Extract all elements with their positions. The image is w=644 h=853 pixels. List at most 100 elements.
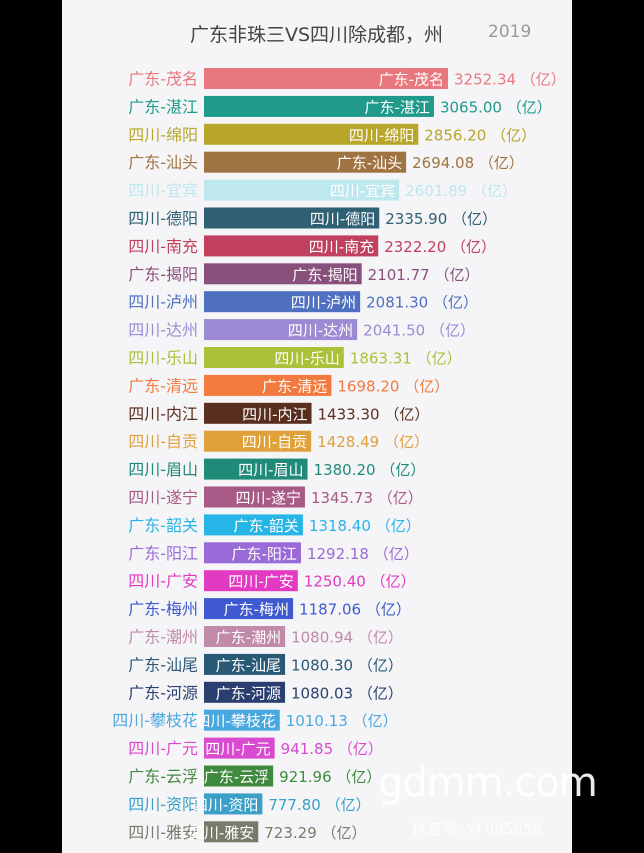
value-label: 1698.20 （亿） [337, 377, 449, 395]
bar-inner-label: 广东-潮州 [216, 629, 281, 647]
bar [204, 95, 434, 117]
bar-inner-label: 四川-宜宾 [330, 182, 395, 200]
bar-inner-label: 四川-资阳 [193, 796, 258, 814]
bar [204, 737, 275, 759]
bar [204, 709, 280, 731]
category-label: 广东-韶关 [128, 516, 198, 535]
bar [204, 681, 286, 703]
category-label: 四川-泸州 [128, 293, 198, 312]
bar-inner-label: 四川-内江 [242, 405, 307, 423]
category-label: 四川-南充 [128, 237, 198, 256]
category-label: 广东-茂名 [128, 70, 198, 89]
bar-inner-label: 四川-雅安 [189, 824, 254, 842]
year-label: 2019 [488, 22, 532, 42]
value-label: 2856.20 （亿） [424, 126, 536, 144]
bar [204, 123, 419, 145]
value-label: 1318.40 （亿） [309, 517, 421, 535]
value-label: 2335.90 （亿） [385, 210, 497, 228]
bar [204, 263, 362, 285]
value-label: 1250.40 （亿） [304, 573, 416, 591]
bar [204, 347, 344, 368]
category-label: 广东-梅州 [128, 600, 198, 619]
bar [204, 626, 286, 647]
category-label: 四川-资阳 [128, 795, 198, 814]
bar-inner-label: 四川-达州 [288, 322, 353, 340]
bar-inner-label: 广东-揭阳 [292, 266, 357, 284]
bar [204, 486, 305, 508]
bar [204, 514, 303, 536]
bar-inner-label: 广东-阳江 [232, 545, 297, 563]
value-label: 2081.30 （亿） [366, 294, 478, 312]
value-label: 777.80 （亿） [268, 796, 370, 814]
category-label: 四川-达州 [128, 321, 198, 340]
bar-inner-label: 四川-绵阳 [349, 126, 414, 144]
category-label: 广东-潮州 [128, 628, 198, 647]
bar-inner-label: 广东-汕头 [337, 154, 402, 172]
bar [204, 235, 379, 257]
value-label: 2322.20 （亿） [384, 238, 496, 256]
category-label: 广东-河源 [128, 683, 198, 702]
bar-inner-label: 四川-攀枝花 [195, 712, 275, 730]
value-label: 2601.89 （亿） [405, 182, 517, 200]
value-label: 1428.49 （亿） [317, 433, 429, 451]
value-label: 1380.20 （亿） [314, 461, 426, 479]
bar-inner-label: 广东-云浮 [204, 768, 269, 786]
category-label: 四川-德阳 [128, 209, 198, 228]
value-label: 1080.94 （亿） [291, 629, 403, 647]
bar-inner-label: 四川-泸州 [291, 294, 356, 312]
value-label: 921.96 （亿） [279, 768, 381, 786]
category-label: 四川-绵阳 [128, 125, 198, 144]
value-label: 1080.03 （亿） [291, 684, 403, 702]
bar [204, 207, 380, 229]
value-label: 2101.77 （亿） [368, 266, 480, 284]
category-label: 四川-内江 [128, 404, 198, 423]
value-label: 2694.08 （亿） [412, 154, 524, 172]
bar-inner-label: 广东-清远 [262, 377, 327, 395]
category-label: 广东-清远 [128, 376, 198, 395]
bar [204, 151, 407, 173]
value-label: 1292.18 （亿） [307, 545, 419, 563]
category-label: 四川-雅安 [128, 823, 198, 842]
category-label: 四川-广元 [128, 739, 198, 758]
bar-inner-label: 四川-遂宁 [236, 489, 301, 507]
value-label: 1863.31 （亿） [350, 350, 462, 368]
value-label: 1345.73 （亿） [311, 489, 423, 507]
category-label: 四川-宜宾 [128, 181, 198, 200]
bar [204, 179, 400, 201]
value-label: 3065.00 （亿） [440, 98, 552, 116]
bar-inner-label: 广东-湛江 [365, 98, 430, 116]
bar [204, 598, 294, 620]
bar-inner-label: 广东-河源 [216, 684, 281, 702]
bar-inner-label: 四川-广安 [228, 573, 293, 591]
category-label: 四川-攀枝花 [112, 711, 198, 730]
bar [204, 653, 286, 675]
bar-inner-label: 四川-南充 [309, 238, 374, 256]
category-label: 广东-阳江 [128, 544, 198, 563]
bar-inner-label: 四川-自贡 [242, 433, 307, 451]
value-label: 941.85 （亿） [281, 740, 383, 758]
bar-inner-label: 广东-茂名 [379, 71, 444, 89]
bar-inner-label: 广东-韶关 [233, 517, 298, 535]
category-label: 广东-云浮 [128, 767, 198, 786]
bar [204, 821, 259, 843]
value-label: 2041.50 （亿） [363, 322, 475, 340]
bar [204, 68, 448, 89]
category-label: 广东-湛江 [128, 97, 198, 116]
category-label: 广东-汕尾 [128, 655, 198, 674]
bar [204, 793, 263, 815]
value-label: 1433.30 （亿） [318, 405, 430, 423]
bar [204, 374, 332, 396]
value-label: 3252.34 （亿） [454, 71, 566, 89]
bar [204, 765, 274, 787]
category-label: 广东-揭阳 [128, 265, 198, 284]
bar [204, 458, 308, 480]
category-label: 四川-广安 [128, 572, 198, 591]
bar [204, 430, 312, 452]
category-label: 四川-眉山 [128, 460, 198, 479]
bar-inner-label: 四川-德阳 [310, 210, 375, 228]
category-label: 四川-遂宁 [128, 488, 198, 507]
bar [204, 319, 358, 341]
watermark-tiktok-id: 抖音号: YF005858 [412, 820, 542, 838]
